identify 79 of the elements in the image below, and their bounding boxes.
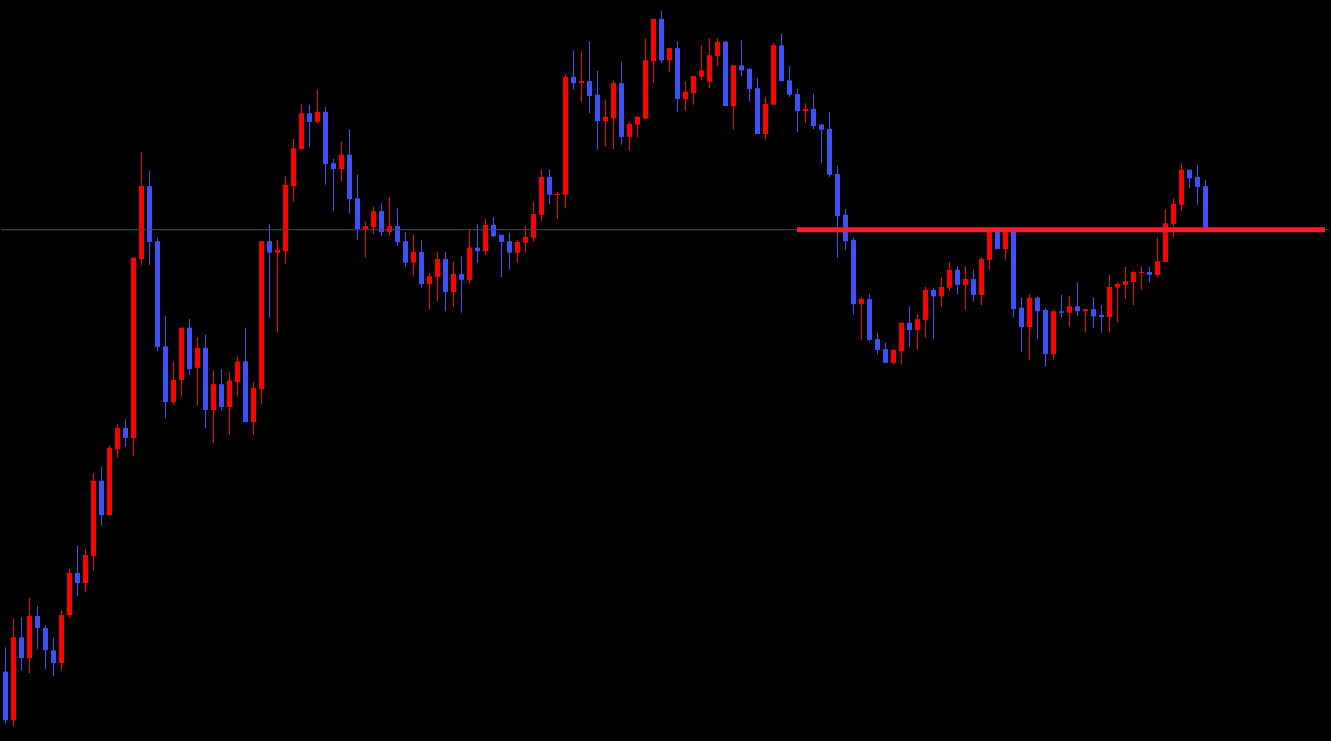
candlestick [1131, 270, 1136, 306]
candlestick [555, 191, 560, 220]
candlestick [363, 221, 368, 259]
candlestick [1139, 265, 1144, 291]
candlestick [427, 272, 432, 310]
candlestick [691, 75, 696, 106]
candlestick [635, 115, 640, 138]
candlestick [307, 104, 312, 148]
candlestick [275, 239, 280, 333]
candlestick [1123, 266, 1128, 300]
candlestick [1083, 308, 1088, 333]
candlestick [819, 123, 824, 164]
candlestick [739, 39, 744, 77]
candlestick [875, 332, 880, 355]
candlestick [1171, 197, 1176, 239]
candlestick [571, 49, 576, 91]
candlestick [499, 234, 504, 278]
candlestick [123, 418, 128, 448]
candlestick [915, 313, 920, 351]
candlestick [587, 41, 592, 114]
candlestick [907, 305, 912, 348]
candlestick [971, 269, 976, 302]
candlestick [115, 423, 120, 459]
candlestick [803, 102, 808, 124]
candlestick [1091, 297, 1096, 329]
candlestick [371, 206, 376, 235]
candlestick [939, 276, 944, 308]
candlestick [411, 234, 416, 277]
candlestick [219, 368, 224, 412]
candlestick [699, 44, 704, 81]
candlestick [683, 80, 688, 112]
candlestick [267, 223, 272, 319]
candlestick [1003, 229, 1008, 261]
candlestick [627, 121, 632, 152]
candlestick [1115, 282, 1120, 323]
candlestick [435, 251, 440, 302]
candlestick [667, 47, 672, 73]
candlestick [531, 201, 536, 242]
candlestick [859, 297, 864, 341]
candlestick [403, 231, 408, 268]
candlestick [1195, 164, 1200, 206]
candlestick [883, 342, 888, 364]
candlestick [1059, 294, 1064, 319]
candlestick [195, 336, 200, 407]
candlestick [795, 88, 800, 133]
candlestick [747, 67, 752, 102]
candlestick [51, 637, 56, 677]
candlestick [331, 158, 336, 212]
candlestick [1099, 304, 1104, 334]
candlestick [315, 89, 320, 124]
candlestick [75, 545, 80, 597]
candlestick [603, 99, 608, 147]
candlestick [507, 232, 512, 271]
candlestick [43, 624, 48, 670]
candlestick [451, 260, 456, 308]
candlestick [19, 616, 24, 671]
candlestick [811, 93, 816, 130]
candlestick [1035, 295, 1040, 340]
candlestick [947, 261, 952, 292]
candlestick [955, 265, 960, 295]
candlestick [1067, 295, 1072, 328]
candlestick [235, 355, 240, 397]
candlestick [1155, 237, 1160, 278]
candlestick [459, 255, 464, 314]
candlestick [523, 225, 528, 254]
candlestick [715, 37, 720, 67]
candlestick [171, 360, 176, 406]
candlestick [379, 202, 384, 237]
candlestick [579, 51, 584, 103]
candlestick [547, 169, 552, 205]
candlestick [931, 287, 936, 340]
candlestick [963, 265, 968, 311]
candlestick [339, 141, 344, 182]
candlestick [395, 207, 400, 247]
candlestick [787, 65, 792, 98]
candlestick [515, 239, 520, 264]
candlestick [1075, 282, 1080, 317]
candlestick [35, 605, 40, 650]
candlestick [1019, 297, 1024, 353]
